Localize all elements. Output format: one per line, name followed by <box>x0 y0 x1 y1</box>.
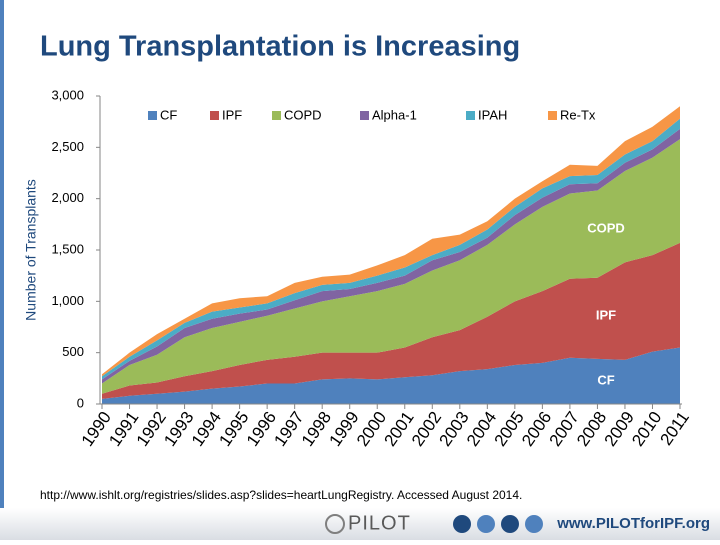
slide-title: Lung Transplantation is Increasing <box>40 31 520 63</box>
x-tick-label: 1996 <box>243 408 280 450</box>
footer-url: www.PILOTforIPF.org <box>556 515 710 532</box>
footer-icons <box>453 515 543 533</box>
side-accent <box>0 0 4 540</box>
area <box>102 128 680 384</box>
x-tick-label: 2006 <box>518 408 555 450</box>
footer-icon <box>501 515 519 533</box>
y-axis-label: Number of Transplants <box>23 179 39 321</box>
y-tick-label: 2,500 <box>51 139 84 154</box>
y-tick-label: 500 <box>62 344 84 359</box>
x-tick-label: 1997 <box>270 408 307 450</box>
x-tick-label: 1995 <box>215 408 252 450</box>
y-tick-label: 2,000 <box>51 190 84 205</box>
x-tick-label: 2000 <box>353 408 390 450</box>
x-tick-label: 1993 <box>160 408 197 450</box>
annotation: IPF <box>596 307 616 322</box>
x-tick-label: 2010 <box>628 408 665 450</box>
x-tick-label: 1994 <box>188 408 225 450</box>
footer-icon <box>525 515 543 533</box>
annotation: COPD <box>587 220 625 235</box>
x-tick-label: 2008 <box>573 408 610 450</box>
x-tick-label: 2002 <box>408 408 445 450</box>
legend-label: Re-Tx <box>560 107 596 122</box>
legend-swatch <box>360 111 369 120</box>
x-tick-label: 2009 <box>601 408 638 450</box>
x-tick-label: 2007 <box>546 408 583 450</box>
x-tick-label: 1991 <box>105 408 142 450</box>
y-tick-label: 3,000 <box>51 87 84 102</box>
area <box>102 347 680 404</box>
x-tick-label: 1990 <box>78 408 115 450</box>
x-tick-label: 1998 <box>298 408 335 450</box>
x-tick-label: 2004 <box>463 408 500 450</box>
footer-bar <box>0 508 720 540</box>
legend-swatch <box>272 111 281 120</box>
legend-label: IPF <box>222 107 242 122</box>
legend-label: COPD <box>284 107 322 122</box>
x-tick-label: 2003 <box>435 408 472 450</box>
footer-icon <box>453 515 471 533</box>
x-tick-label: 2005 <box>491 408 528 450</box>
y-tick-label: 0 <box>77 395 84 410</box>
x-tick-label: 2011 <box>656 408 693 449</box>
x-tick-label: 2001 <box>380 408 417 450</box>
x-tick-label: 1992 <box>133 408 170 450</box>
legend-label: CF <box>160 107 177 122</box>
footer-logo: PILOT <box>348 512 411 534</box>
legend-label: Alpha-1 <box>372 107 417 122</box>
legend-label: IPAH <box>478 107 507 122</box>
legend-swatch <box>466 111 475 120</box>
y-tick-label: 1,000 <box>51 293 84 308</box>
legend-swatch <box>210 111 219 120</box>
annotation: CF <box>597 372 614 387</box>
x-tick-label: 1999 <box>325 408 362 450</box>
logo-icon <box>325 514 345 534</box>
plot: 05001,0001,5002,0002,5003,00019901991199… <box>51 87 692 449</box>
area <box>102 242 680 399</box>
legend-swatch <box>548 111 557 120</box>
legend-swatch <box>148 111 157 120</box>
source-note: http://www.ishlt.org/registries/slides.a… <box>40 488 522 502</box>
y-tick-label: 1,500 <box>51 241 84 256</box>
area <box>102 139 680 394</box>
footer-icon <box>477 515 495 533</box>
